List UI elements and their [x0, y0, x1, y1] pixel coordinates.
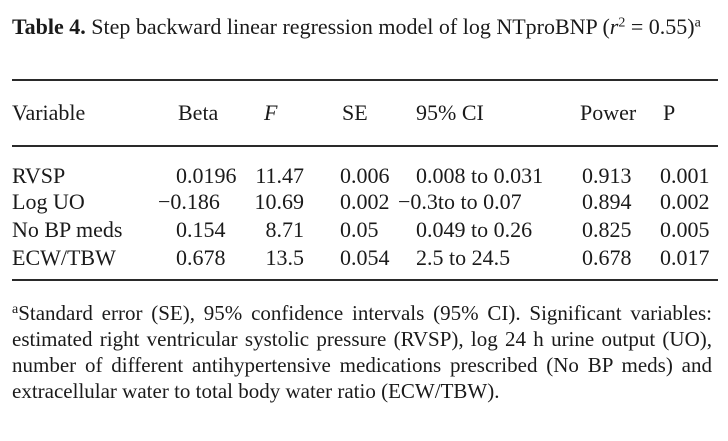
header-variable: Variable: [12, 100, 86, 125]
caption-r-exponent: 2: [618, 15, 626, 31]
top-rule: [12, 79, 718, 81]
header-power: Power: [580, 100, 637, 125]
table-label: Table 4.: [12, 14, 86, 39]
row-4-beta: 0.678: [176, 245, 226, 270]
row-2-variable: Log UO: [12, 189, 85, 214]
header-f: F: [264, 100, 278, 125]
header-ci: 95% CI: [416, 100, 484, 125]
row-3-f: 8.71: [265, 217, 305, 242]
row-2-p: 0.002: [660, 189, 710, 214]
row-1-power: 0.913: [582, 163, 632, 188]
row-2-se: 0.002: [340, 189, 390, 214]
footnote-text: Standard error (SE), 95% confidence inte…: [12, 301, 712, 403]
header-p: P: [663, 100, 676, 125]
row-2-f: 10.69: [254, 189, 305, 214]
row-1-variable: RVSP: [12, 163, 66, 188]
header-se: SE: [342, 100, 368, 125]
row-4-se: 0.054: [340, 245, 390, 270]
row-2-ci: −0.3to to 0.07: [398, 189, 522, 214]
row-4-p: 0.017: [660, 245, 710, 270]
row-1-se: 0.006: [340, 163, 390, 188]
row-3-variable: No BP meds: [12, 217, 123, 242]
row-3-ci: 0.049 to 0.26: [416, 217, 533, 242]
row-2-power: 0.894: [582, 189, 632, 214]
header-rule: [12, 145, 718, 147]
row-1-ci: 0.008 to 0.031: [416, 163, 544, 188]
row-1-f: 11.47: [255, 163, 304, 188]
caption-r-symbol: r: [609, 14, 619, 39]
header-beta: Beta: [178, 100, 219, 125]
row-3-se: 0.05: [340, 217, 379, 242]
row-4-power: 0.678: [582, 245, 632, 270]
row-4-ci: 2.5 to 24.5: [416, 245, 511, 270]
caption-note-mark: a: [694, 15, 701, 31]
row-4-variable: ECW/TBW: [12, 245, 116, 270]
table-caption: Table 4. Step backward linear regression…: [12, 12, 718, 42]
caption-r-value: = 0.55): [625, 14, 695, 39]
row-3-power: 0.825: [582, 217, 632, 242]
bottom-rule: [12, 279, 718, 281]
row-3-p: 0.005: [660, 217, 710, 242]
footnote-mark: a: [12, 302, 19, 317]
row-1-beta: 0.0196: [176, 163, 237, 188]
row-3-beta: 0.154: [176, 217, 226, 242]
caption-text: Step backward linear regression model of…: [91, 14, 610, 39]
row-2-beta: −0.186: [158, 189, 220, 214]
row-4-f: 13.5: [265, 245, 305, 270]
row-1-p: 0.001: [660, 163, 710, 188]
table-footnote: aStandard error (SE), 95% confidence int…: [12, 300, 712, 404]
